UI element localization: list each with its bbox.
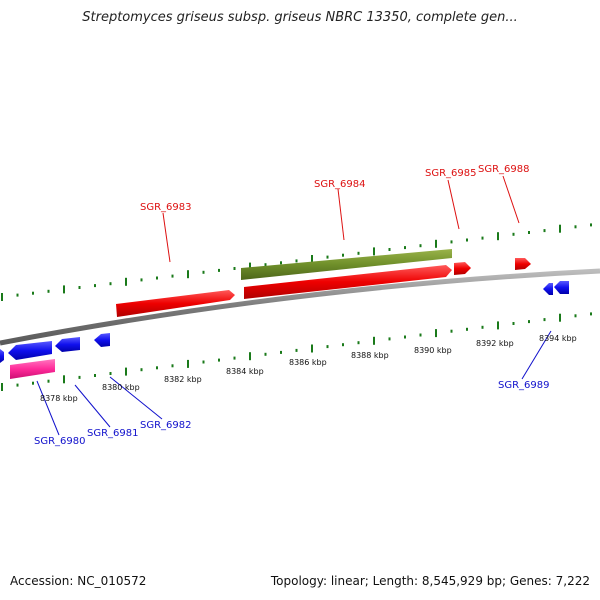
gene-label[interactable]: SGR_6985 xyxy=(425,168,477,179)
genome-title: Streptomyces griseus subsp. griseus NBRC… xyxy=(82,10,518,25)
gene-SGR_6989a[interactable] xyxy=(543,283,553,295)
forward-gene-labels: SGR_6983 SGR_6984 SGR_6985 SGR_6988 xyxy=(140,164,530,213)
gene-label[interactable]: SGR_6980 xyxy=(34,436,86,447)
gene-label[interactable]: SGR_6983 xyxy=(140,202,192,213)
ruler-label: 8386 kbp xyxy=(289,358,327,367)
gene-label[interactable]: SGR_6982 xyxy=(140,420,192,431)
ruler-label: 8382 kbp xyxy=(164,375,202,384)
ruler-labels: 8378 kbp 8380 kbp 8382 kbp 8384 kbp 8386… xyxy=(40,334,577,403)
ruler-label: 8384 kbp xyxy=(226,367,264,376)
gene-SGR_6985[interactable] xyxy=(454,262,471,275)
gene-SGR_6980[interactable] xyxy=(10,359,55,379)
label-connectors xyxy=(36,175,552,436)
gene-SGR_6982b[interactable] xyxy=(94,333,110,347)
gene-SGR_6984[interactable] xyxy=(244,265,452,299)
ruler-label: 8378 kbp xyxy=(40,394,78,403)
gene-SGR_6984-cds[interactable] xyxy=(241,249,452,280)
ruler-label: 8388 kbp xyxy=(351,351,389,360)
ruler-label: 8394 kbp xyxy=(539,334,577,343)
gene-SGR_6983[interactable] xyxy=(116,290,235,317)
forward-tick-track xyxy=(1,223,592,301)
accession-text: Accession: NC_010572 xyxy=(10,574,147,588)
gene-partial-reverse[interactable] xyxy=(0,349,4,363)
ruler-label: 8392 kbp xyxy=(476,339,514,348)
ruler-label: 8380 kbp xyxy=(102,383,140,392)
gene-SGR_6982[interactable] xyxy=(55,337,80,352)
gene-SGR_6981[interactable] xyxy=(8,341,52,360)
genome-axis xyxy=(0,268,600,346)
reverse-genes xyxy=(0,281,569,379)
gene-label[interactable]: SGR_6988 xyxy=(478,164,530,175)
reverse-tick-track xyxy=(1,312,592,391)
genome-summary-text: Topology: linear; Length: 8,545,929 bp; … xyxy=(270,574,590,588)
gene-SGR_6988[interactable] xyxy=(515,258,531,270)
reverse-gene-labels: SGR_6980 SGR_6981 SGR_6982 SGR_6989 xyxy=(34,380,550,447)
forward-genes xyxy=(116,249,531,317)
gene-SGR_6989[interactable] xyxy=(554,281,569,294)
ruler-label: 8390 kbp xyxy=(414,346,452,355)
gene-label[interactable]: SGR_6981 xyxy=(87,428,139,439)
gene-label[interactable]: SGR_6989 xyxy=(498,380,550,391)
gene-label[interactable]: SGR_6984 xyxy=(314,179,366,190)
